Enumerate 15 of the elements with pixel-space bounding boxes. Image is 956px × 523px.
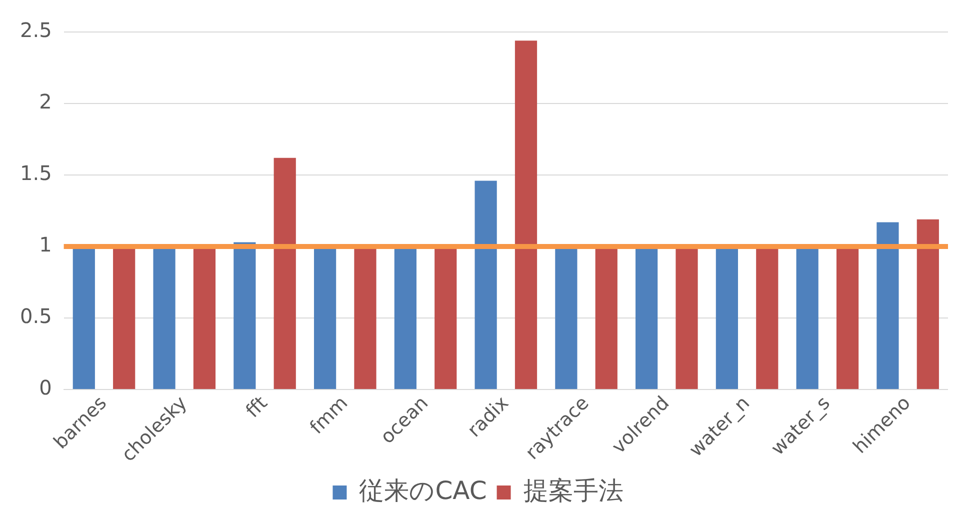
- y-tick-label: 0: [39, 376, 52, 400]
- bar: [234, 242, 256, 390]
- y-tick-label: 0.5: [20, 304, 52, 328]
- y-tick-label: 1: [39, 232, 52, 257]
- bar: [474, 180, 497, 390]
- y-tick-label: 2.5: [20, 18, 52, 42]
- legend-label: 従来のCAC: [359, 476, 487, 505]
- x-tick-label: fft: [242, 392, 272, 422]
- y-tick-label: 2: [39, 90, 52, 114]
- bar: [876, 222, 899, 390]
- legend-label: 提案手法: [523, 476, 624, 505]
- bar: [916, 219, 939, 390]
- y-tick-label: 1.5: [20, 161, 52, 186]
- bar: [274, 158, 296, 390]
- bar: [514, 40, 538, 390]
